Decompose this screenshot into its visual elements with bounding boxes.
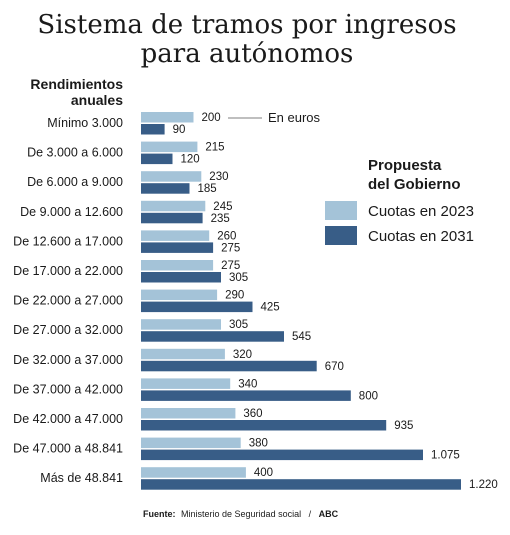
value-label-2031: 1.220 (469, 479, 498, 491)
bar-2031 (141, 479, 461, 490)
value-label-2023: 340 (238, 378, 257, 390)
bar-2031 (141, 360, 317, 372)
category-label: De 6.000 a 9.000 (27, 175, 123, 189)
value-label-2023: 260 (217, 230, 236, 242)
legend-label-2031: Cuotas en 2031 (368, 228, 474, 245)
legend-swatch-2031 (325, 226, 357, 245)
category-label: De 3.000 a 6.000 (27, 146, 123, 160)
category-label: De 42.000 a 47.000 (13, 412, 123, 426)
bar-2031 (141, 331, 284, 342)
category-label: Más de 48.841 (40, 471, 123, 485)
category-header-line-1: Rendimientos (30, 76, 123, 92)
bar-2031 (141, 449, 423, 461)
category-label: De 37.000 a 42.000 (13, 382, 123, 396)
chart-title-line-2: para autónomos (141, 39, 354, 69)
bar-2023 (141, 437, 241, 449)
category-header-line-2: anuales (71, 92, 123, 108)
legend-swatch-2023 (325, 201, 357, 220)
value-label-2023: 230 (209, 171, 228, 183)
value-label-2031: 120 (181, 154, 200, 166)
bar-2031 (141, 242, 214, 253)
bar-2031 (141, 301, 253, 313)
value-label-2023: 360 (243, 408, 262, 420)
value-label-2023: 215 (205, 142, 224, 154)
value-label-2023: 200 (202, 112, 221, 124)
bar-2023 (141, 348, 225, 360)
value-label-2031: 185 (198, 183, 217, 195)
legend-title-line-2: del Gobierno (368, 176, 461, 193)
category-label: De 47.000 a 48.841 (13, 442, 123, 456)
bar-2023 (141, 200, 206, 212)
category-label: De 27.000 a 32.000 (13, 323, 123, 337)
value-label-2031: 305 (229, 272, 248, 284)
value-label-2023: 290 (225, 290, 244, 302)
value-label-2023: 380 (249, 438, 268, 450)
category-label: De 12.600 a 17.000 (13, 234, 123, 248)
bar-2023 (141, 260, 214, 271)
bar-2031 (141, 420, 387, 431)
bar-2031 (141, 153, 173, 165)
bar-2031 (141, 124, 165, 135)
chart-title-line-1: Sistema de tramos por ingresos (37, 10, 456, 40)
category-label: Mínimo 3.000 (47, 116, 123, 130)
legend-title-line-1: Propuesta (368, 157, 442, 174)
value-label-2031: 800 (359, 390, 378, 402)
bar-2023 (141, 171, 202, 182)
value-label-2023: 400 (254, 467, 273, 479)
annotation-en-euros: En euros (268, 110, 321, 125)
value-label-2031: 670 (325, 361, 344, 373)
bar-2023 (141, 289, 218, 301)
bar-2023 (141, 141, 198, 153)
source-text: Ministerio de Seguridad social (181, 509, 301, 519)
value-label-2023: 275 (221, 260, 240, 272)
legend: Propuesta del Gobierno Cuotas en 2023 Cu… (325, 157, 474, 245)
value-label-2031: 275 (221, 242, 240, 254)
value-label-2031: 935 (394, 420, 413, 432)
value-label-2023: 320 (233, 349, 252, 361)
bar-2031 (141, 272, 221, 283)
bar-2023 (141, 378, 231, 389)
source-label: Fuente: (143, 509, 176, 519)
category-label: De 17.000 a 22.000 (13, 264, 123, 278)
value-label-2031: 545 (292, 331, 311, 343)
value-label-2023: 305 (229, 319, 248, 331)
bar-2023 (141, 467, 246, 478)
value-label-2031: 1.075 (431, 450, 460, 462)
bar-2031 (141, 390, 351, 401)
bar-2031 (141, 212, 203, 224)
bar-2023 (141, 319, 221, 330)
value-label-2031: 90 (173, 124, 186, 136)
source-separator: / (309, 509, 312, 519)
value-label-2031: 425 (261, 302, 280, 314)
value-label-2023: 245 (213, 201, 232, 213)
legend-label-2023: Cuotas en 2023 (368, 203, 474, 220)
bar-2023 (141, 408, 236, 419)
value-label-2031: 235 (211, 213, 230, 225)
source-line: Fuente: Ministerio de Seguridad social /… (143, 509, 339, 519)
bar-2023 (141, 112, 194, 123)
category-label: De 22.000 a 27.000 (13, 294, 123, 308)
source-brand: ABC (319, 509, 339, 519)
bars-group: Mínimo 3.000 200 90 De 3.000 a 6.000 215 120 D… (13, 112, 498, 491)
category-label: De 32.000 a 37.000 (13, 353, 123, 367)
bar-2031 (141, 183, 190, 194)
category-label: De 9.000 a 12.600 (20, 205, 123, 219)
bar-2023 (141, 230, 210, 241)
